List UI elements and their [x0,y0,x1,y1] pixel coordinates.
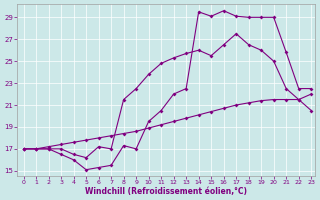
X-axis label: Windchill (Refroidissement éolien,°C): Windchill (Refroidissement éolien,°C) [85,187,247,196]
